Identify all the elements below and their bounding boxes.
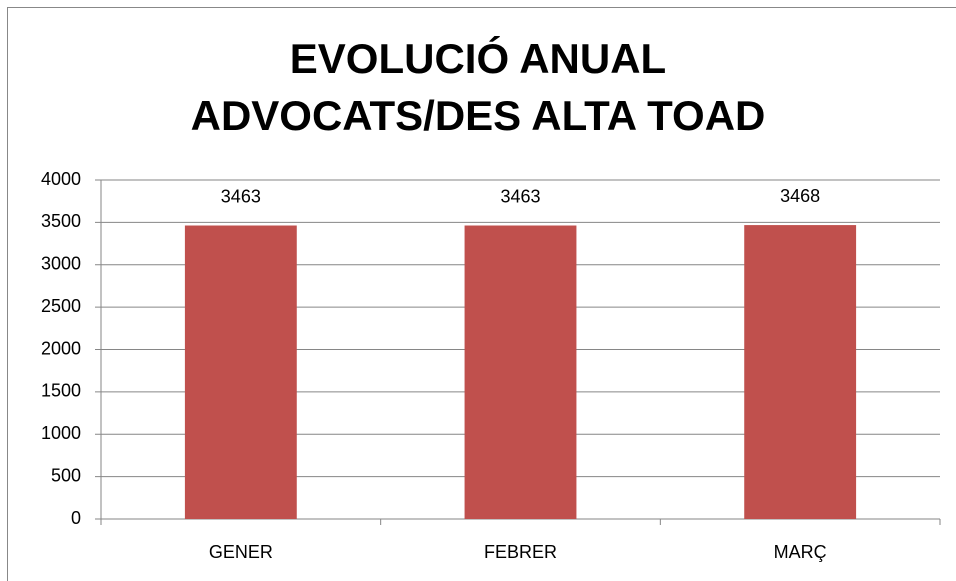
bar <box>744 225 857 519</box>
y-tick-label: 3000 <box>41 254 81 274</box>
data-label: 3468 <box>780 186 820 206</box>
y-tick-label: 0 <box>71 508 81 528</box>
y-tick-label: 4000 <box>41 169 81 189</box>
bar <box>464 225 577 520</box>
y-tick-label: 1500 <box>41 381 81 401</box>
x-tick-label: GENER <box>209 542 273 562</box>
y-tick-label: 1000 <box>41 423 81 443</box>
chart-title: EVOLUCIÓ ANUAL ADVOCATS/DES ALTA TOAD <box>190 35 766 139</box>
data-label: 3463 <box>500 186 540 206</box>
y-tick-label: 2500 <box>41 296 81 316</box>
data-label: 3463 <box>221 186 261 206</box>
bar <box>184 225 297 520</box>
y-tick-label: 2000 <box>41 338 81 358</box>
y-tick-label: 3500 <box>41 211 81 231</box>
y-tick-label: 500 <box>51 465 81 485</box>
x-tick-label: FEBRER <box>484 542 557 562</box>
x-tick-label: MARÇ <box>774 542 827 562</box>
chart-border <box>7 7 956 581</box>
